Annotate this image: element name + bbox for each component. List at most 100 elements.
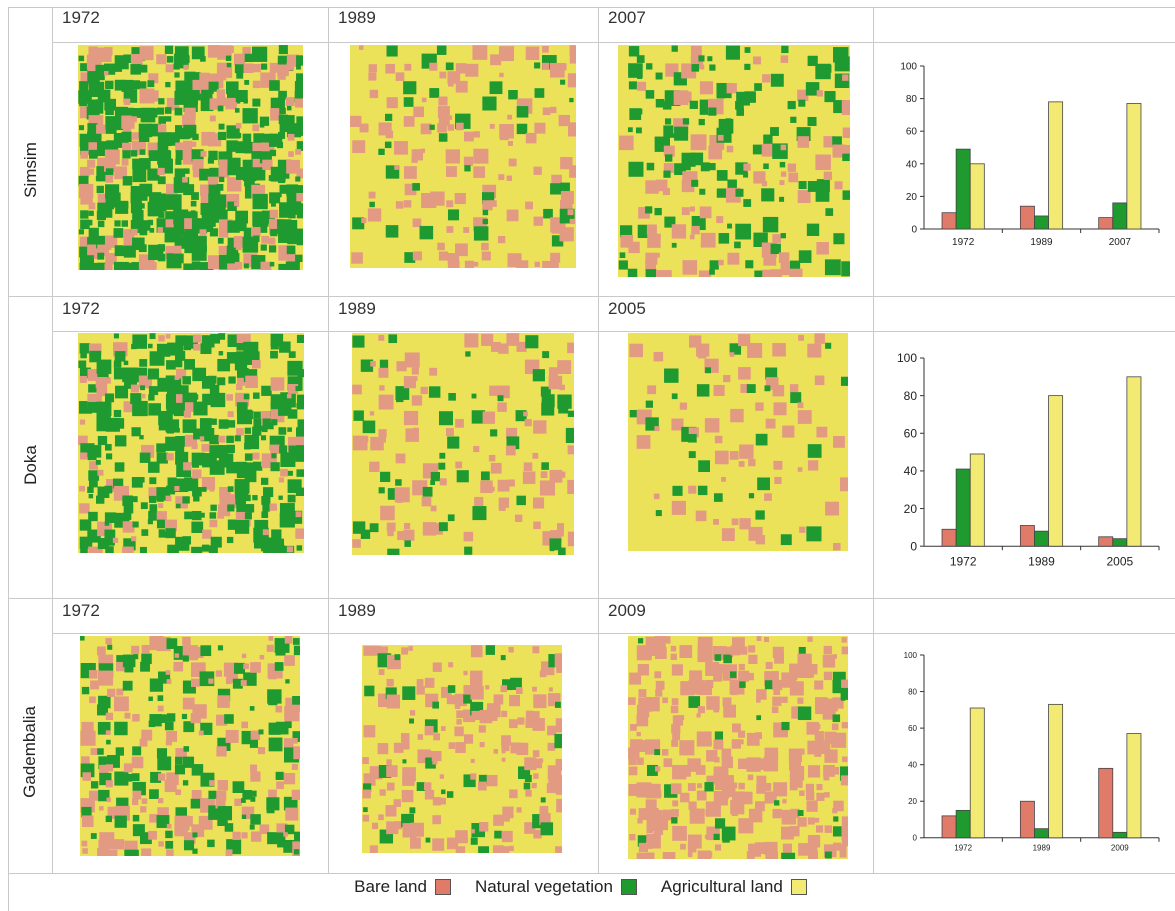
bar-vegetation bbox=[1034, 530, 1049, 547]
land-cover-bar-chart: 0 20 40 60 80 100 1972 1989 2009 bbox=[904, 651, 1160, 853]
bar-vegetation bbox=[955, 148, 971, 230]
row-label-simsim: Simsim bbox=[21, 142, 40, 198]
land-cover-map bbox=[352, 333, 574, 555]
bar-vegetation bbox=[1034, 215, 1049, 230]
y-tick-label: 60 bbox=[906, 127, 918, 138]
y-tick-label: 80 bbox=[906, 94, 918, 105]
land-cover-bar-chart: 0 20 40 60 80 100 1972 1989 2005 bbox=[897, 351, 1160, 568]
legend-label: Bare land bbox=[354, 877, 427, 896]
y-tick-label: 20 bbox=[908, 797, 917, 806]
land-cover-map bbox=[350, 45, 576, 268]
grid-col-1 bbox=[52, 7, 53, 873]
bar-agricultural bbox=[1126, 376, 1142, 547]
x-tick-label: 2007 bbox=[1109, 237, 1132, 248]
bar-bare bbox=[1098, 536, 1114, 547]
y-tick-label: 40 bbox=[906, 159, 918, 170]
y-tick-label: 40 bbox=[908, 760, 917, 769]
bar-bare bbox=[1019, 800, 1035, 839]
legend-swatch-agricultural bbox=[790, 879, 807, 895]
y-tick-label: 100 bbox=[900, 62, 917, 73]
bar-bare bbox=[1019, 525, 1035, 547]
bar-agricultural bbox=[969, 707, 985, 839]
bar-bare bbox=[941, 815, 957, 839]
y-tick-label: 60 bbox=[908, 724, 917, 733]
land-cover-map bbox=[628, 636, 848, 859]
y-tick-label: 0 bbox=[913, 834, 918, 843]
bar-bare bbox=[1019, 205, 1035, 230]
grid-col-4 bbox=[873, 7, 874, 873]
year-label: 2005 bbox=[608, 299, 646, 318]
row-label-doka: Doka bbox=[21, 445, 40, 485]
y-tick-label: 40 bbox=[904, 464, 918, 478]
grid-row-header-3 bbox=[52, 633, 1175, 634]
grid-col-3 bbox=[598, 7, 599, 873]
y-tick-label: 20 bbox=[906, 192, 918, 203]
year-label: 1989 bbox=[338, 601, 376, 620]
x-tick-label: 2005 bbox=[1106, 554, 1133, 568]
grid-left bbox=[8, 7, 9, 911]
year-label: 1989 bbox=[338, 299, 376, 318]
legend: Bare land Natural vegetation Agricultura… bbox=[0, 872, 1175, 902]
legend-swatch-vegetation bbox=[620, 879, 637, 895]
year-label: 1972 bbox=[62, 299, 100, 318]
y-tick-label: 80 bbox=[908, 687, 917, 696]
bar-vegetation bbox=[1112, 202, 1128, 230]
bar-vegetation bbox=[955, 809, 971, 839]
x-tick-label: 1989 bbox=[1028, 554, 1055, 568]
grid-top bbox=[8, 7, 1175, 8]
y-tick-label: 80 bbox=[904, 389, 918, 403]
bar-bare bbox=[1098, 217, 1114, 230]
grid-row-header-2 bbox=[52, 331, 1175, 332]
legend-item-bare: Bare land bbox=[354, 877, 465, 897]
bar-agricultural bbox=[1048, 703, 1064, 839]
x-tick-label: 1972 bbox=[952, 237, 975, 248]
land-cover-map bbox=[628, 333, 848, 551]
year-label: 2009 bbox=[608, 601, 646, 620]
year-label: 1972 bbox=[62, 601, 100, 620]
bar-vegetation bbox=[955, 468, 971, 547]
legend-item-vegetation: Natural vegetation bbox=[475, 877, 651, 897]
bar-bare bbox=[1098, 767, 1114, 839]
bar-vegetation bbox=[1034, 828, 1049, 839]
year-label: 2007 bbox=[608, 8, 646, 27]
year-label: 1989 bbox=[338, 8, 376, 27]
y-tick-label: 20 bbox=[904, 502, 918, 516]
y-tick-label: 0 bbox=[911, 225, 917, 236]
bar-bare bbox=[941, 528, 957, 547]
x-tick-label: 1989 bbox=[1030, 237, 1053, 248]
grid-col-2 bbox=[328, 7, 329, 873]
y-tick-label: 0 bbox=[910, 539, 917, 553]
bar-agricultural bbox=[969, 163, 985, 230]
y-tick-label: 100 bbox=[897, 351, 917, 365]
land-cover-map bbox=[78, 333, 304, 553]
grid-row-1 bbox=[8, 296, 1175, 297]
legend-swatch-bare bbox=[434, 879, 451, 895]
x-tick-label: 1972 bbox=[954, 844, 972, 853]
y-tick-label: 100 bbox=[904, 651, 918, 660]
year-label: 1972 bbox=[62, 8, 100, 27]
legend-label: Agricultural land bbox=[660, 877, 783, 896]
bar-agricultural bbox=[1048, 101, 1064, 230]
row-label-gadembalia: Gadembalia bbox=[20, 706, 39, 798]
grid-row-header-1 bbox=[52, 42, 1175, 43]
x-tick-label: 1989 bbox=[1033, 844, 1051, 853]
legend-item-agricultural: Agricultural land bbox=[661, 877, 821, 897]
bar-agricultural bbox=[1048, 395, 1064, 547]
land-cover-map bbox=[80, 636, 300, 856]
x-tick-label: 2009 bbox=[1111, 844, 1129, 853]
y-tick-label: 60 bbox=[904, 426, 918, 440]
bar-agricultural bbox=[1126, 103, 1142, 230]
land-cover-bar-chart: 0 20 40 60 80 100 1972 1989 2007 bbox=[900, 62, 1160, 248]
bar-vegetation bbox=[1112, 831, 1128, 839]
bar-bare bbox=[941, 212, 957, 230]
grid-row-3 bbox=[8, 873, 1175, 874]
bar-agricultural bbox=[1126, 733, 1142, 839]
legend-label: Natural vegetation bbox=[474, 877, 613, 896]
bar-agricultural bbox=[969, 453, 985, 547]
land-cover-map bbox=[78, 45, 303, 270]
bar-vegetation bbox=[1112, 538, 1128, 547]
grid-row-2 bbox=[8, 598, 1175, 599]
land-cover-map bbox=[618, 45, 850, 277]
land-cover-map bbox=[362, 645, 562, 853]
x-tick-label: 1972 bbox=[950, 554, 977, 568]
